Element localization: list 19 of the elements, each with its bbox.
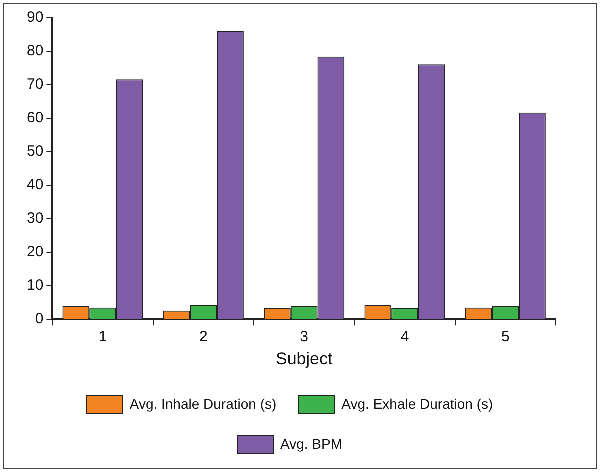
y-tick-label: 50 [26,143,44,160]
y-tick-label: 60 [26,110,44,127]
y-tick-label: 90 [26,9,44,26]
legend-label: Avg. Inhale Duration (s) [130,396,277,412]
y-tick-label: 30 [26,210,44,228]
y-tick-label: 20 [26,244,44,261]
y-tick-label: 40 [26,176,44,194]
legend-label: Avg. BPM [280,436,343,452]
y-tick-label: 10 [26,277,44,294]
x-tick-label: 3 [300,328,309,346]
x-tick-label: 2 [200,328,208,346]
y-tick-label: 0 [35,310,44,328]
y-tick-label: 80 [26,42,44,60]
y-tick-label: 70 [26,76,44,94]
x-tick-label: 4 [400,328,410,346]
legend-label: Avg. Exhale Duration (s) [342,396,494,412]
x-axis-title: Subject [276,349,333,368]
x-tick-label: 1 [98,328,108,346]
x-tick-label: 5 [501,328,510,346]
